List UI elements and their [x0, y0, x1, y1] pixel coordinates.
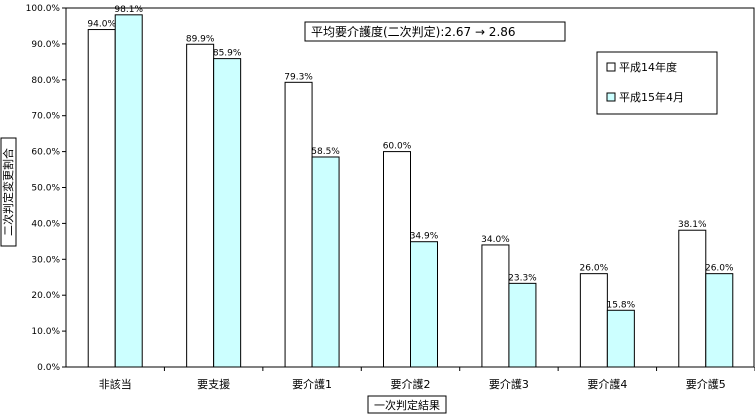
bar [114, 14, 143, 368]
y-tick-label: 80.0% [31, 76, 60, 86]
y-tick-label: 60.0% [31, 148, 60, 158]
legend: 平成14年度 平成15年4月 [596, 51, 718, 115]
bar [410, 241, 438, 368]
x-tick-label: 要介護4 [587, 377, 627, 391]
y-tick-label: 0.0% [37, 363, 60, 373]
bar [508, 282, 537, 368]
data-label: 89.9% [186, 34, 215, 44]
data-label: 34.0% [481, 235, 510, 245]
data-label: 94.0% [87, 20, 116, 30]
bar [579, 273, 608, 368]
data-label: 34.9% [410, 232, 439, 242]
bar [606, 309, 635, 368]
y-tick-label: 30.0% [31, 255, 60, 265]
bar [311, 156, 340, 368]
x-axis-title-box: 一次判定結果 [367, 395, 447, 414]
bar [383, 151, 411, 368]
data-label: 38.1% [678, 220, 707, 230]
legend-label: 平成14年度 [619, 60, 677, 74]
bar [87, 29, 116, 368]
annotation-box: 平均要介護度(二次判定):2.67 → 2.86 [304, 21, 566, 42]
y-tick-label: 70.0% [31, 112, 60, 122]
data-label: 15.8% [607, 300, 636, 310]
y-tick-label: 40.0% [31, 219, 60, 229]
data-label: 26.0% [580, 264, 609, 274]
y-tick-label: 50.0% [31, 184, 60, 194]
x-tick-label: 非該当 [99, 377, 132, 391]
bar [481, 244, 510, 368]
y-tick-label: 10.0% [31, 327, 60, 337]
bar [705, 273, 734, 368]
data-label: 85.9% [213, 49, 242, 59]
bar [678, 229, 707, 368]
legend-swatch [606, 92, 616, 102]
data-label: 58.5% [311, 147, 340, 157]
y-axis-title: 二次判定変更割合 [1, 148, 15, 236]
chart-axes: 0.0% 10.0% 20.0% 30.0% 40.0% 50.0% 60.0% 70.0% 8… [26, 4, 755, 391]
data-label: 23.3% [508, 273, 537, 283]
y-axis-title-box: 二次判定変更割合 [0, 137, 17, 247]
x-tick-label: 要支援 [197, 377, 230, 391]
x-tick-label: 要介護2 [391, 377, 431, 391]
data-label: 79.3% [284, 72, 313, 82]
x-axis-title: 一次判定結果 [374, 398, 440, 412]
x-tick-label: 要介護3 [489, 377, 529, 391]
legend-label: 平成15年4月 [619, 90, 684, 104]
chart-marks: 94.0% 98.1% 89.9% 85.9% 79.3% 58.5% 60.0% 34.9%… [87, 5, 734, 368]
x-tick-label: 要介護5 [686, 377, 726, 391]
data-label: 98.1% [114, 5, 143, 15]
bar [213, 58, 242, 368]
y-tick-label: 20.0% [31, 291, 60, 301]
annotation-text: 平均要介護度(二次判定):2.67 → 2.86 [311, 24, 516, 39]
legend-swatch [606, 62, 616, 72]
y-tick-label: 90.0% [31, 40, 60, 50]
bar [284, 81, 313, 368]
y-tick-label: 100.0% [26, 4, 61, 14]
data-label: 60.0% [383, 142, 412, 152]
data-label: 26.0% [705, 264, 734, 274]
x-tick-label: 要介護1 [292, 377, 332, 391]
bar [186, 43, 215, 368]
